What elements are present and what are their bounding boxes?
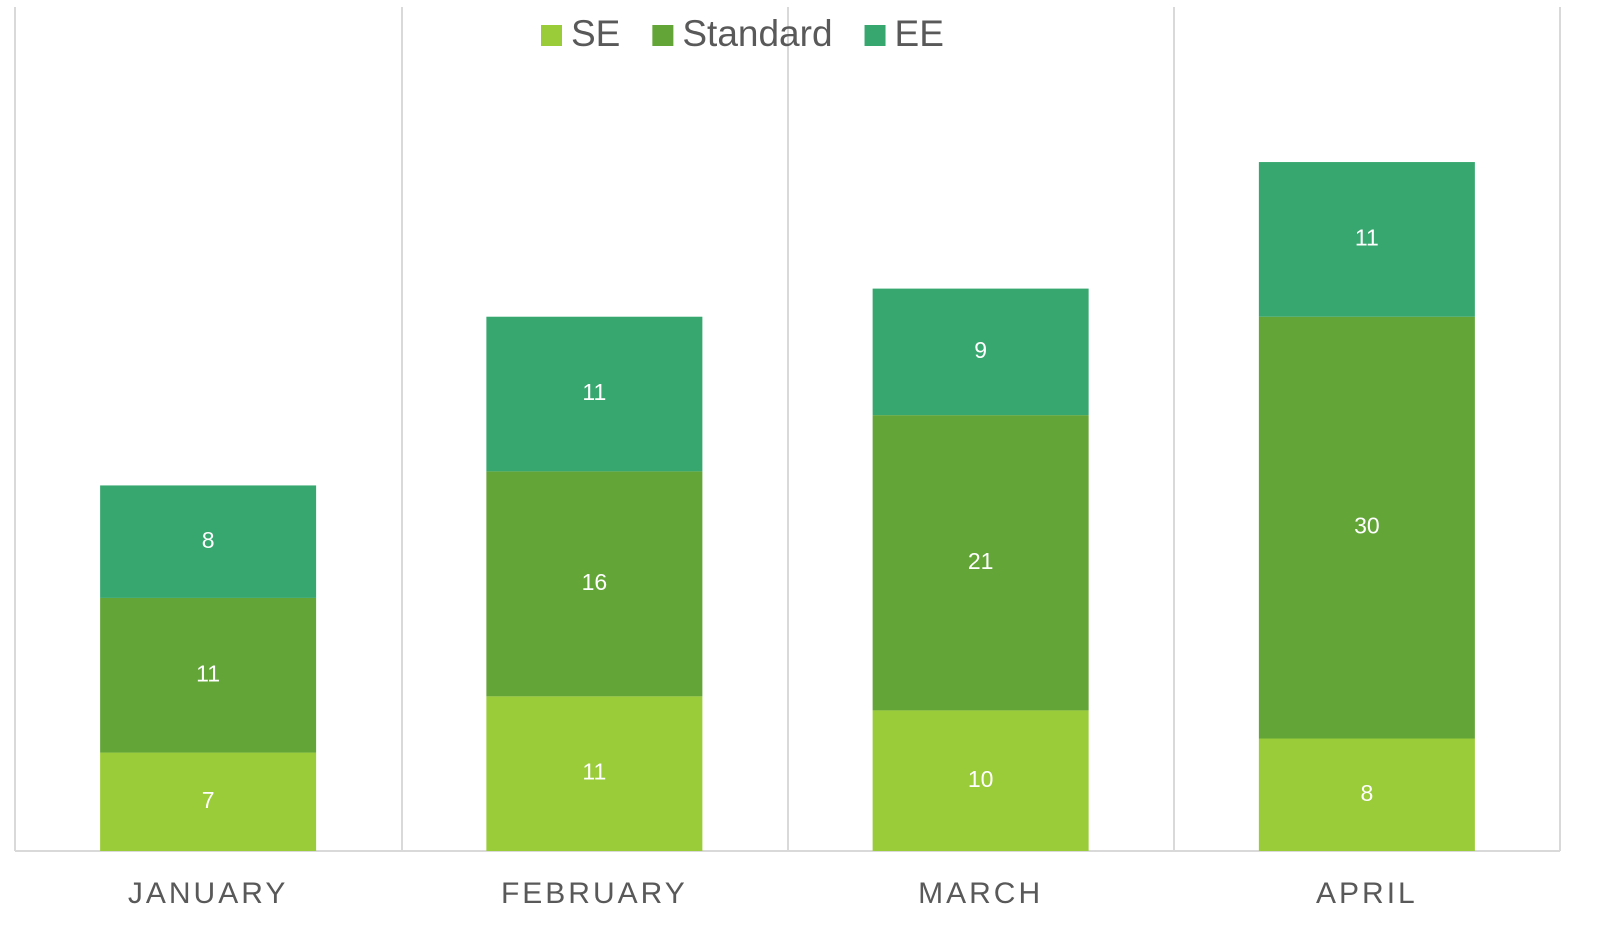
legend-label: Standard (682, 13, 832, 54)
data-label: 8 (202, 527, 215, 553)
data-label: 11 (1355, 224, 1379, 250)
x-tick-label: JANUARY (128, 877, 288, 910)
bar-segment (872, 710, 1089, 851)
data-label: 11 (582, 379, 606, 405)
bar-segment (486, 696, 703, 851)
legend-label: SE (571, 13, 620, 54)
legend-swatch (541, 25, 562, 46)
bar-segment (872, 288, 1089, 416)
bar-segment (486, 316, 703, 472)
bar-segment (100, 752, 317, 851)
data-label: 11 (582, 759, 606, 785)
legend-swatch (864, 25, 886, 46)
data-label: 21 (968, 548, 994, 574)
bar-segment (100, 597, 317, 753)
data-label: 9 (974, 337, 987, 363)
bar-segment (1258, 316, 1475, 739)
x-tick-label: FEBRUARY (501, 877, 688, 910)
bar-segment (1258, 162, 1475, 317)
legend-swatch (652, 25, 674, 46)
data-label: 11 (196, 660, 220, 686)
data-label: 8 (1360, 780, 1373, 806)
bar-segment (100, 485, 317, 598)
legend-label: EE (895, 13, 944, 54)
bar-segment (872, 415, 1089, 711)
bar-segment (486, 471, 703, 697)
x-tick-label: MARCH (918, 877, 1043, 910)
data-label: 30 (1354, 513, 1380, 539)
x-tick-label: APRIL (1316, 877, 1418, 910)
data-label: 7 (202, 787, 215, 813)
bar-segment (1258, 738, 1475, 851)
data-label: 10 (968, 766, 994, 792)
data-label: 16 (582, 569, 608, 595)
